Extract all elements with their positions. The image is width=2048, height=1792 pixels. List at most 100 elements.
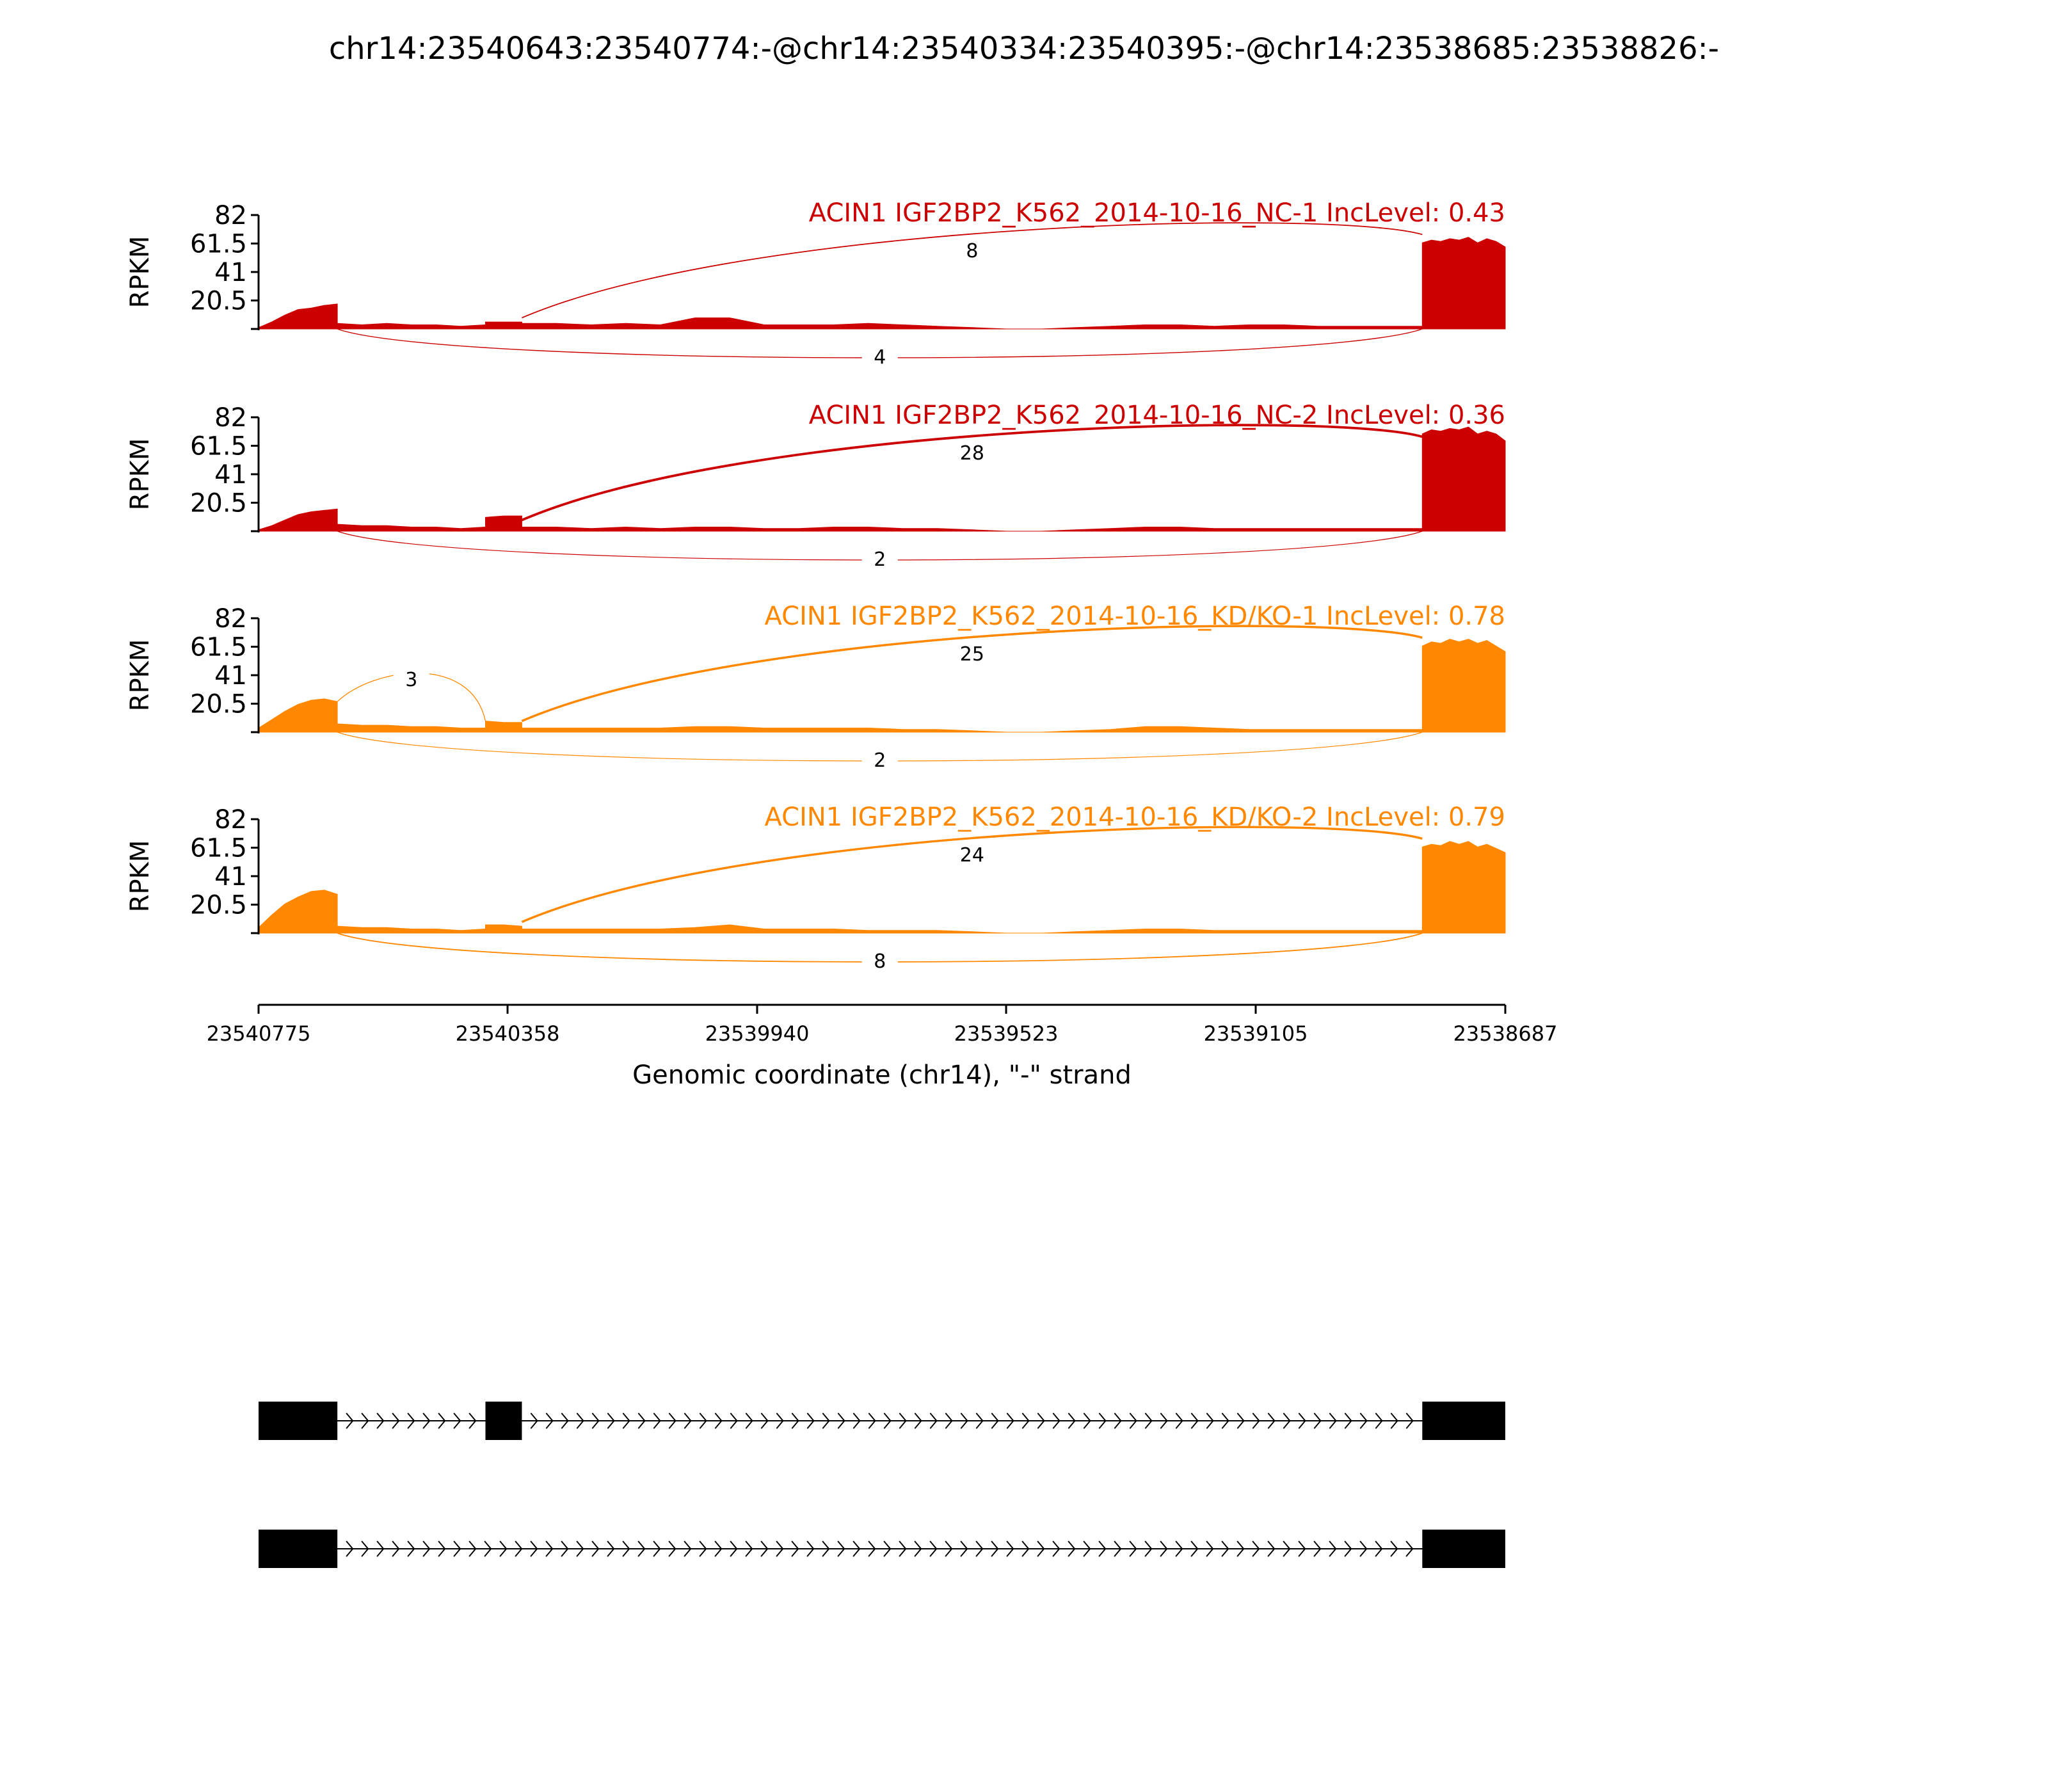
isoform-track [259, 1402, 1505, 1440]
x-tick-label: 23538687 [1453, 1021, 1558, 1046]
figure-title: chr14:23540643:23540774:-@chr14:23540334… [329, 31, 1719, 67]
strand-arrow [407, 1540, 415, 1557]
strand-arrow [776, 1540, 784, 1557]
strand-arrow [714, 1412, 723, 1429]
strand-arrow [883, 1540, 892, 1557]
junction-label-bg [954, 239, 990, 262]
strand-arrow [960, 1540, 968, 1557]
strand-arrow [991, 1412, 999, 1429]
strand-arrow [576, 1540, 584, 1557]
strand-arrow [1283, 1540, 1291, 1557]
strand-arrow [1390, 1540, 1398, 1557]
strand-arrow [1221, 1412, 1229, 1429]
strand-arrow [837, 1412, 845, 1429]
strand-arrow [376, 1412, 385, 1429]
strand-arrow [975, 1412, 984, 1429]
strand-arrow [530, 1412, 538, 1429]
strand-arrow [1359, 1540, 1368, 1557]
strand-arrow [852, 1540, 861, 1557]
strand-arrow [837, 1540, 845, 1557]
strand-arrow [515, 1540, 523, 1557]
strand-arrow [1221, 1540, 1229, 1557]
strand-arrow [1068, 1412, 1076, 1429]
strand-arrow [1329, 1540, 1337, 1557]
junction-arc [522, 222, 1423, 319]
exon-block [1422, 1402, 1505, 1440]
strand-arrow [1375, 1412, 1383, 1429]
y-tick-label: 61.5 [190, 432, 247, 461]
strand-arrow [438, 1412, 446, 1429]
strand-arrow [945, 1412, 953, 1429]
strand-arrow [1344, 1540, 1352, 1557]
strand-arrow [1375, 1540, 1383, 1557]
strand-arrow [1006, 1540, 1014, 1557]
junction-arc [521, 424, 1423, 522]
strand-arrow [714, 1540, 723, 1557]
x-tick-label: 23539940 [705, 1021, 810, 1046]
junction-count: 25 [960, 643, 984, 666]
strand-arrow [622, 1412, 630, 1429]
strand-arrow [1390, 1412, 1398, 1429]
strand-arrow [1252, 1540, 1260, 1557]
strand-arrow [1252, 1412, 1260, 1429]
strand-arrow [346, 1540, 354, 1557]
coverage-area [258, 426, 1506, 532]
strand-arrow [1083, 1540, 1091, 1557]
strand-arrow [468, 1412, 477, 1429]
strand-arrow [484, 1540, 492, 1557]
x-tick-label: 23540775 [207, 1021, 311, 1046]
strand-arrow [684, 1412, 692, 1429]
strand-arrow [868, 1412, 876, 1429]
strand-arrow [361, 1412, 369, 1429]
strand-arrow [653, 1540, 661, 1557]
junction-arc [521, 826, 1423, 924]
x-tick-label: 23540358 [456, 1021, 560, 1046]
strand-arrow [438, 1540, 446, 1557]
coverage-area [258, 237, 1506, 330]
strand-arrow [791, 1540, 799, 1557]
strand-arrow [899, 1540, 907, 1557]
junction-label-bg [861, 344, 898, 367]
strand-arrow [745, 1540, 753, 1557]
y-tick-label: 61.5 [190, 834, 247, 863]
strand-arrow [561, 1412, 569, 1429]
strand-arrow [1236, 1540, 1245, 1557]
y-tick-label: 41 [214, 258, 247, 287]
strand-arrow [607, 1540, 615, 1557]
strand-arrow [392, 1540, 400, 1557]
strand-arrow [822, 1540, 830, 1557]
strand-arrow [1160, 1540, 1168, 1557]
junction-count: 2 [874, 749, 886, 772]
strand-arrow [1144, 1412, 1153, 1429]
strand-arrow [929, 1540, 938, 1557]
strand-arrow [1037, 1412, 1045, 1429]
strand-arrow [852, 1412, 861, 1429]
strand-arrow [1144, 1540, 1153, 1557]
strand-arrow [1068, 1540, 1076, 1557]
strand-arrow [699, 1540, 707, 1557]
sample-label: ACIN1 IGF2BP2_K562_2014-10-16_KD/KO-1 In… [765, 602, 1506, 631]
strand-arrow [622, 1540, 630, 1557]
strand-arrow [760, 1412, 769, 1429]
y-axis-label: RPKM [125, 639, 155, 712]
y-tick-label: 82 [214, 201, 247, 230]
exon-block [485, 1402, 522, 1440]
strand-arrow [806, 1540, 815, 1557]
strand-arrow [1329, 1412, 1337, 1429]
strand-arrow [806, 1412, 815, 1429]
strand-arrow [1298, 1540, 1306, 1557]
strand-arrow [1313, 1540, 1322, 1557]
strand-arrow [468, 1540, 477, 1557]
strand-arrow [1267, 1412, 1276, 1429]
strand-arrow [1083, 1412, 1091, 1429]
strand-arrow [1190, 1412, 1199, 1429]
strand-arrow [668, 1540, 676, 1557]
strand-arrow [1021, 1540, 1030, 1557]
strand-arrow [637, 1540, 646, 1557]
strand-arrow [914, 1540, 922, 1557]
junction-label-bg [954, 442, 990, 465]
strand-arrow [530, 1540, 538, 1557]
strand-arrow [637, 1412, 646, 1429]
strand-arrow [653, 1412, 661, 1429]
